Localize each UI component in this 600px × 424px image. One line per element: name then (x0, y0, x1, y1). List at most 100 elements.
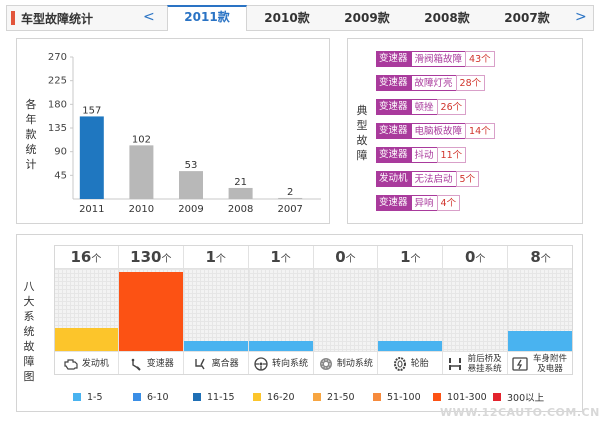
system-column[interactable]: 8个 车身附件及电器 (508, 245, 573, 375)
system-name: 车身附件及电器 (533, 353, 568, 374)
y-tick-label: 45 (54, 170, 67, 181)
section-title: 车型故障统计 (7, 6, 135, 30)
watermark: WWW.12CAUTO.COM.CN (440, 406, 600, 419)
legend-swatch (313, 393, 321, 401)
legend-swatch (433, 393, 441, 401)
data-label-2011: 157 (82, 105, 101, 116)
system-footer: 车身附件及电器 (508, 351, 573, 375)
legend-item: 16-20 (253, 390, 313, 404)
fault-count: 14个 (465, 123, 495, 139)
fault-count: 4个 (436, 195, 461, 211)
bar-2009 (179, 171, 203, 199)
brake-disc-icon (318, 357, 334, 371)
legend-item: 11-15 (193, 390, 253, 404)
system-name: 制动系统 (336, 358, 373, 369)
system-column[interactable]: 16个发动机 (54, 245, 119, 375)
header-bar: 车型故障统计 < 2011款 2010款 2009款 2008款 2007款 > (6, 5, 594, 31)
system-count-unit: 个 (410, 254, 421, 265)
fault-count: 28个 (455, 75, 486, 91)
system-plot-area (183, 269, 248, 351)
system-count-unit: 个 (91, 254, 102, 265)
fault-item[interactable]: 变速器 电脑板故障 14个 (376, 123, 495, 139)
y-tick-label: 135 (48, 123, 67, 134)
tab-2008[interactable]: 2008款 (424, 11, 470, 25)
fault-item[interactable]: 变速器 故障灯亮 28个 (376, 75, 495, 91)
tab-2007[interactable]: 2007款 (504, 11, 550, 25)
engine-icon (63, 357, 79, 371)
system-count: 130个 (118, 245, 183, 269)
y-tick-label: 180 (48, 99, 67, 110)
legend-label: 21-50 (327, 391, 355, 403)
system-count-value: 1 (270, 248, 281, 266)
system-name: 发动机 (81, 358, 109, 369)
system-column[interactable]: 0个制动系统 (313, 245, 379, 375)
system-count-value: 0 (335, 248, 346, 266)
system-count: 0个 (443, 245, 508, 269)
system-level-bar (54, 328, 118, 351)
suspension-icon (447, 357, 463, 371)
fault-name: 抖动 (410, 147, 437, 163)
fault-item[interactable]: 变速器 顿挫 26个 (376, 99, 495, 115)
fault-name: 顿挫 (410, 99, 437, 115)
system-footer: 前后桥及悬挂系统 (443, 351, 508, 375)
system-column[interactable]: 1个 离合器 (183, 245, 249, 375)
system-column[interactable]: 1个 转向系统 (248, 245, 314, 375)
fault-item[interactable]: 变速器 异响 4个 (376, 195, 495, 211)
y-tick-label: 90 (54, 147, 67, 158)
fault-system-tag: 变速器 (376, 123, 411, 139)
system-footer: 轮胎 (378, 351, 443, 375)
system-level-bar (508, 331, 573, 351)
eight-systems-label: 八大系统故障图 (23, 280, 35, 383)
legend-swatch (73, 393, 81, 401)
system-level-bar (183, 341, 248, 351)
bar-2011 (79, 116, 104, 199)
fault-item[interactable]: 发动机 无法启动 5个 (376, 171, 495, 187)
legend-item: 300以上 (493, 390, 553, 404)
system-column[interactable]: 130个变速器 (118, 245, 184, 375)
legend-label: 16-20 (267, 391, 295, 403)
tab-2009[interactable]: 2009款 (344, 11, 390, 25)
fault-count: 11个 (436, 147, 467, 163)
fault-count: 43个 (465, 51, 495, 67)
system-count-unit: 个 (345, 254, 356, 265)
typical-faults-label: 典型故障 (356, 104, 368, 162)
tire-icon (392, 356, 408, 371)
tab-2010[interactable]: 2010款 (264, 11, 310, 25)
tab-2011[interactable]: 2011款 (167, 5, 247, 31)
system-column[interactable]: 0个前后桥及悬挂系统 (443, 245, 509, 375)
system-count-value: 0 (464, 248, 476, 266)
fault-system-tag: 变速器 (376, 147, 411, 163)
x-tick-label-2009: 2009 (178, 204, 203, 215)
eight-systems-panel: 八大系统故障图 16个 发动机 130个 变速器 1个 离合器 1个 转向系统 0个 制动系统 1个… (16, 234, 583, 412)
system-name: 变速器 (146, 358, 174, 369)
body-electric-icon (512, 356, 528, 371)
year-stats-panel: 各年款统计 45 90 135 180 225 270 157 2011 102 2010 53 20… (16, 38, 330, 224)
systems-grid: 16个 发动机 130个 变速器 1个 离合器 1个 转向系统 0个 制动系统 1个 轮胎 0个 前后桥及… (54, 245, 573, 375)
prev-arrow-icon[interactable]: < (143, 9, 155, 25)
system-count: 16个 (54, 245, 118, 269)
system-count-value: 8 (530, 248, 541, 266)
x-tick-label-2010: 2010 (129, 204, 154, 215)
system-level-bar (118, 272, 183, 351)
system-name: 前后桥及悬挂系统 (467, 353, 502, 374)
fault-name: 异响 (410, 195, 437, 211)
x-tick-label-2007: 2007 (277, 204, 302, 215)
data-label-2008: 21 (234, 177, 247, 188)
system-count: 0个 (313, 245, 378, 269)
next-arrow-icon[interactable]: > (575, 9, 587, 25)
fault-item[interactable]: 变速器 滑阀箱故障 43个 (376, 51, 495, 67)
system-plot-area (378, 269, 443, 351)
system-count-unit: 个 (475, 254, 486, 265)
system-footer: 发动机 (54, 351, 118, 375)
legend-label: 51-100 (387, 391, 421, 403)
data-label-2009: 53 (185, 160, 198, 171)
system-count-unit: 个 (215, 254, 226, 265)
steering-wheel-icon (253, 356, 269, 371)
fault-item[interactable]: 变速器 抖动 11个 (376, 147, 495, 163)
system-count-value: 16 (70, 248, 92, 266)
system-footer: 制动系统 (313, 351, 378, 375)
year-stats-label: 各年款统计 (25, 98, 37, 171)
legend-swatch (373, 393, 381, 401)
system-column[interactable]: 1个 轮胎 (378, 245, 444, 375)
system-count: 1个 (248, 245, 313, 269)
